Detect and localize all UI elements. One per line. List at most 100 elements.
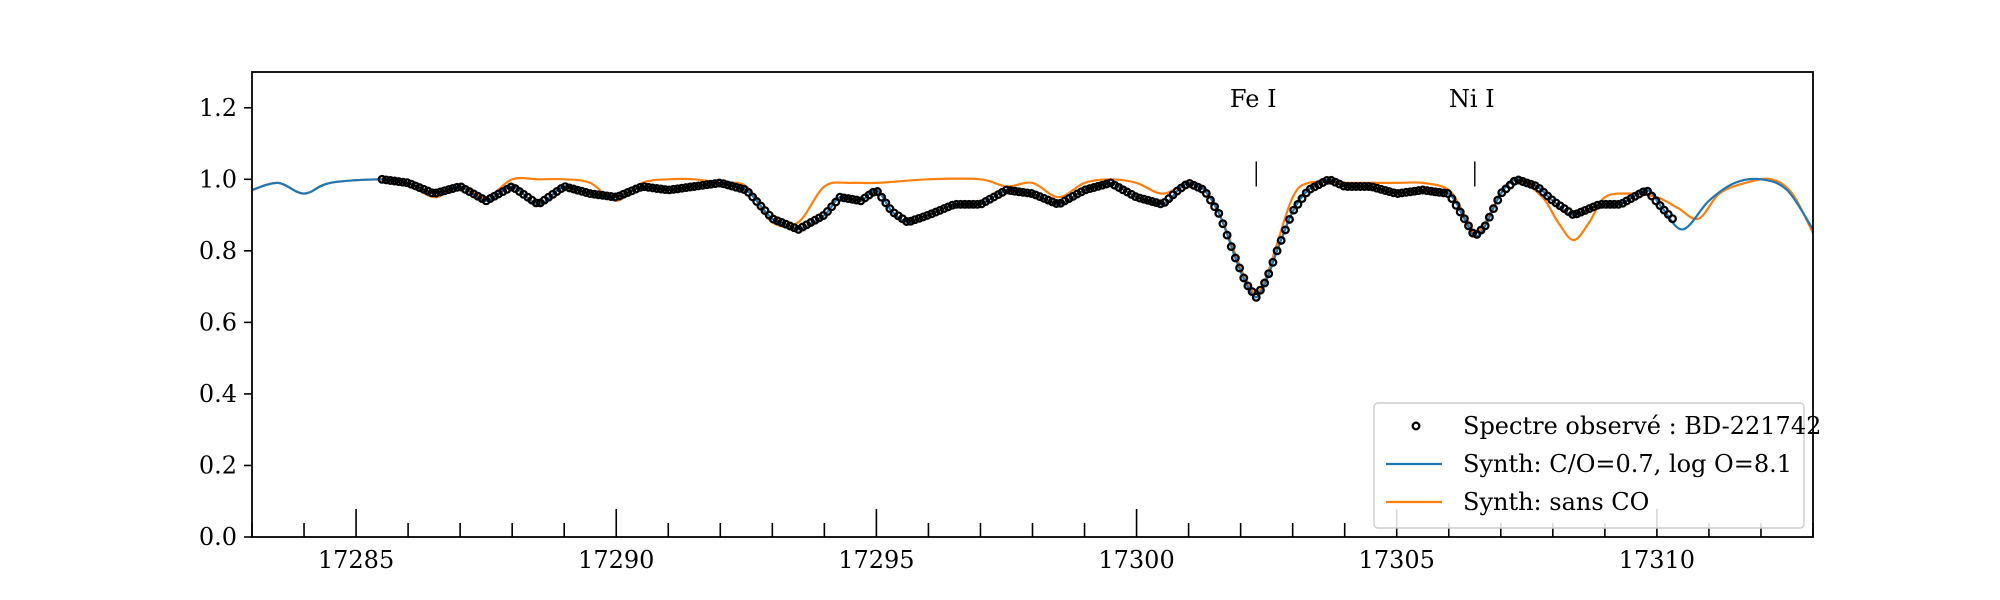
observed-point <box>785 221 795 231</box>
observed-point <box>1089 183 1099 192</box>
observed-point <box>1022 188 1032 198</box>
observed-point <box>1206 195 1215 205</box>
observed-point <box>1493 195 1503 205</box>
x-tick-label: 17310 <box>1619 546 1695 574</box>
observed-point <box>673 184 683 194</box>
observed-point <box>1376 184 1386 194</box>
observed-point <box>964 199 974 209</box>
observed-point <box>943 202 953 212</box>
observed-point <box>1468 228 1478 238</box>
observed-point <box>1568 209 1578 219</box>
observed-point <box>968 199 978 209</box>
observed-point <box>714 178 724 188</box>
observed-point <box>406 179 416 189</box>
observed-point <box>1638 187 1648 197</box>
observed-point <box>1226 242 1236 252</box>
observed-point <box>868 187 878 197</box>
observed-point <box>385 176 395 185</box>
legend-label: Spectre observé : BD-221742 <box>1463 412 1821 440</box>
observed-point <box>669 184 678 194</box>
observed-point <box>1389 188 1399 198</box>
observed-point <box>902 217 912 226</box>
observed-point <box>1002 185 1011 195</box>
observed-point <box>1368 182 1378 192</box>
observed-point <box>877 192 887 202</box>
observed-point <box>415 183 424 193</box>
observed-point <box>1522 178 1532 188</box>
observed-point <box>1447 194 1457 204</box>
observed-point <box>560 182 570 192</box>
observed-point <box>1451 200 1461 210</box>
observed-point <box>1372 183 1382 193</box>
observed-point <box>960 199 970 209</box>
observed-point <box>398 177 408 187</box>
observed-point <box>1147 197 1157 206</box>
observed-point <box>831 197 841 207</box>
observed-point <box>835 192 845 202</box>
observed-point <box>381 175 391 185</box>
observed-point <box>1260 278 1270 288</box>
observed-point <box>848 194 857 204</box>
observed-point <box>631 184 641 194</box>
observed-point <box>735 183 745 193</box>
observed-point <box>394 177 404 187</box>
observed-point <box>1426 186 1436 196</box>
observed-point <box>1414 186 1424 196</box>
observed-point <box>1139 194 1149 204</box>
y-tick-label: 0.0 <box>199 523 237 551</box>
observed-point <box>1085 184 1095 194</box>
observed-point <box>918 212 928 222</box>
observed-point <box>1601 199 1611 209</box>
observed-point <box>648 183 658 193</box>
observed-point <box>1593 200 1603 210</box>
observed-point <box>444 185 454 195</box>
observed-point <box>1201 188 1211 198</box>
observed-point <box>1243 281 1253 291</box>
observed-point <box>577 186 587 196</box>
observed-point <box>1401 187 1411 197</box>
axes-layer: 17285 17290 17295 17300 17305 17310 0.0 0.2 0.4 0… <box>199 94 1814 574</box>
observed-point <box>1247 287 1257 297</box>
observed-point <box>594 190 603 200</box>
observed-point <box>435 187 445 197</box>
observed-point <box>1668 214 1677 224</box>
observed-point <box>1214 208 1224 218</box>
observed-point <box>506 182 516 192</box>
observed-point <box>1430 187 1440 197</box>
observed-point <box>639 182 649 192</box>
observed-point <box>931 207 941 217</box>
observed-point <box>1484 212 1494 222</box>
observed-point <box>440 186 449 196</box>
observed-point <box>1218 219 1228 229</box>
observed-point <box>448 184 458 193</box>
observed-point <box>573 185 583 195</box>
observed-point <box>402 178 412 188</box>
observed-point <box>1434 187 1444 197</box>
observed-spectrum-markers <box>377 174 1677 302</box>
observed-point <box>952 199 961 209</box>
observed-point <box>531 198 541 208</box>
observed-point <box>664 185 674 195</box>
observed-point <box>1280 225 1290 235</box>
observed-point <box>1014 187 1024 197</box>
observed-point <box>706 179 716 189</box>
observed-point <box>789 223 799 233</box>
observed-point <box>1526 179 1536 189</box>
observed-point <box>1576 207 1586 217</box>
observed-point <box>1380 186 1390 195</box>
line-label: Ni I <box>1449 85 1495 113</box>
observed-point <box>823 207 832 216</box>
observed-point <box>1464 221 1473 231</box>
observed-point <box>452 182 462 192</box>
observed-point <box>606 192 616 201</box>
observed-point <box>1339 181 1349 191</box>
observed-point <box>1514 175 1523 185</box>
observed-point <box>1459 214 1469 224</box>
observed-point <box>610 192 620 202</box>
observed-point <box>1489 204 1498 214</box>
observed-point <box>1039 193 1049 203</box>
legend-label: Synth: sans CO <box>1463 488 1649 516</box>
series-layer <box>252 174 1813 302</box>
observed-point <box>881 198 891 208</box>
observed-point <box>581 188 591 197</box>
